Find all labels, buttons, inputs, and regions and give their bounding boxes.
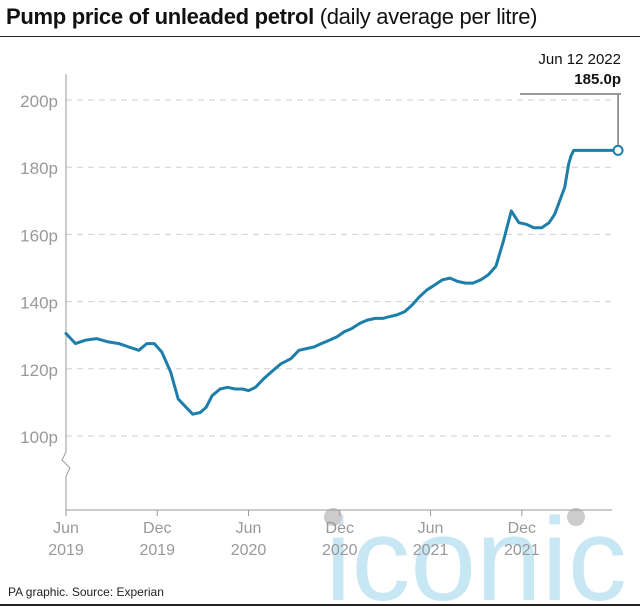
series-line [64, 148, 620, 416]
title-rule [0, 36, 640, 37]
x-tick-label-month: Jun [418, 520, 444, 537]
y-tick-label: 140p [20, 294, 58, 313]
x-tick-label-year: 2019 [139, 542, 175, 559]
callout-date: Jun 12 2022 [538, 51, 621, 68]
x-tick-label-year: 2021 [504, 542, 540, 559]
chart-title-main: Pump price of unleaded petrol [6, 4, 314, 29]
y-tick-label: 120p [20, 361, 58, 380]
callout-value: 185.0p [574, 71, 621, 88]
y-tick-label: 180p [20, 159, 58, 178]
y-tick-label: 200p [20, 92, 58, 111]
watermark-dot [567, 508, 585, 526]
y-tick-label: 100p [20, 428, 58, 447]
x-tick-label-month: Dec [508, 520, 536, 537]
x-tick-label-year: 2020 [231, 542, 267, 559]
x-tick-label-month: Jun [236, 520, 262, 537]
x-tick-label-month: Jun [53, 520, 79, 537]
chart-title-sub: (daily average per litre) [319, 4, 538, 29]
footer-rule [0, 604, 640, 606]
x-tick-label-month: Dec [143, 520, 171, 537]
axis-break-icon [61, 451, 71, 477]
x-tick-label-month: Dec [326, 520, 354, 537]
x-tick-label-year: 2020 [322, 542, 358, 559]
source-footer: PA graphic. Source: Experian [8, 585, 164, 599]
endpoint-marker [612, 144, 624, 156]
y-tick-label: 160p [20, 226, 58, 245]
chart-title: Pump price of unleaded petrol (daily ave… [6, 4, 538, 30]
watermark-dot [324, 508, 342, 526]
x-tick-label-year: 2019 [48, 542, 84, 559]
x-tick-label-year: 2021 [413, 542, 449, 559]
